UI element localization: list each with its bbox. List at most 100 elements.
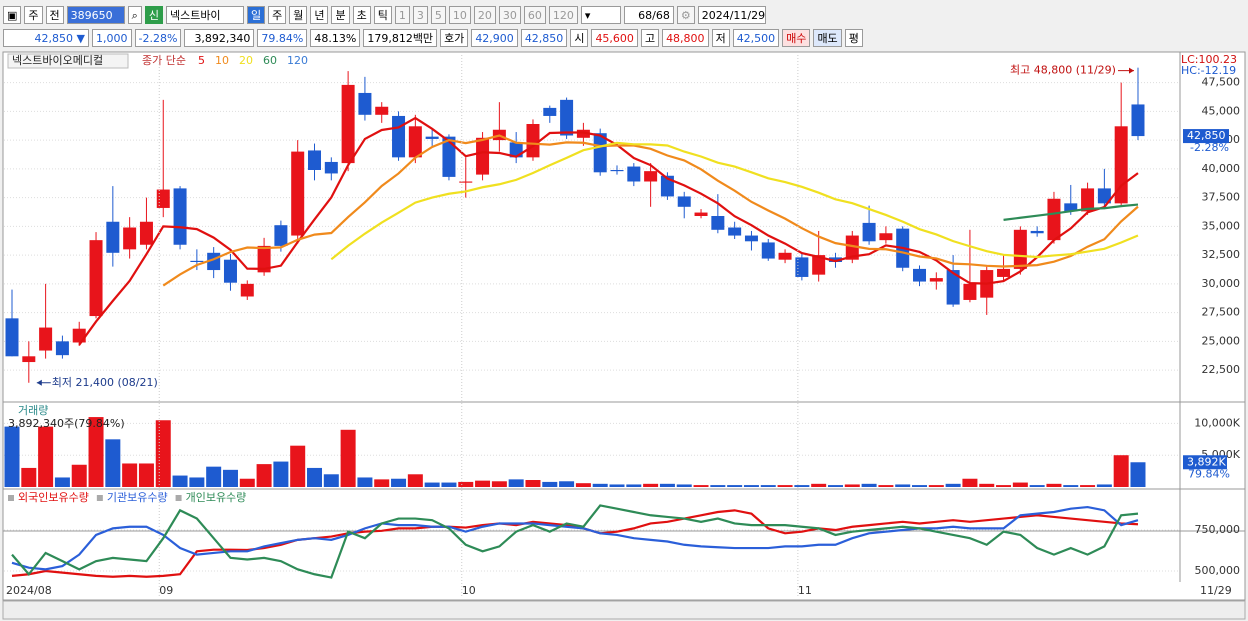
candle-body xyxy=(1097,188,1111,204)
volume-bar xyxy=(1096,484,1112,487)
prev-button[interactable]: 전 xyxy=(45,6,64,24)
tool-icon[interactable]: ⚙ xyxy=(676,6,695,24)
candle-body xyxy=(610,170,624,172)
volume-bar xyxy=(273,461,289,487)
search-icon[interactable]: ⌕ xyxy=(127,6,142,24)
period-button[interactable]: 주 xyxy=(268,6,287,24)
candle-body xyxy=(526,124,540,158)
volume-bar xyxy=(575,483,591,487)
y-tick-label: 750,000 xyxy=(1195,523,1241,536)
price: 42,850 ▼ xyxy=(3,29,89,47)
x-tick-label: 10 xyxy=(462,584,476,597)
legend-label: 기관보유수량 xyxy=(107,491,168,504)
volume-bar xyxy=(912,485,928,487)
moving-average xyxy=(162,134,1139,287)
volume-bar xyxy=(407,474,423,487)
interval-button[interactable]: 3 xyxy=(412,6,428,24)
menu-icon[interactable]: ▣ xyxy=(3,6,22,24)
volume-bar xyxy=(155,420,171,487)
interval-button[interactable]: 30 xyxy=(498,6,521,24)
high-arrowhead xyxy=(1128,67,1134,74)
volume-title: 거래량 xyxy=(18,404,48,417)
y-tick-label: 27,500 xyxy=(1202,306,1241,319)
volume-bar xyxy=(323,474,339,487)
period-button[interactable]: 초 xyxy=(352,6,371,24)
ma-period: 20 xyxy=(239,54,253,67)
volume-bar xyxy=(222,469,238,487)
y-tick-label: 47,500 xyxy=(1202,76,1241,89)
interval-button[interactable]: 60 xyxy=(523,6,546,24)
period-button[interactable]: 월 xyxy=(289,6,308,24)
interval-button[interactable]: 5 xyxy=(430,6,446,24)
eval-button[interactable]: 평 xyxy=(844,29,863,47)
volume-bar xyxy=(525,480,541,487)
candle-body xyxy=(123,227,137,250)
hc-label: HC:-12.19 xyxy=(1181,64,1236,77)
volume-bar xyxy=(861,483,877,487)
y-tick-label: 37,500 xyxy=(1202,191,1241,204)
candle-body xyxy=(560,99,574,136)
interval-button[interactable]: 120 xyxy=(548,6,578,24)
volume-bar xyxy=(340,429,356,487)
period-button[interactable]: 분 xyxy=(331,6,350,24)
volume-bar xyxy=(1063,485,1079,487)
volume-bar xyxy=(592,483,608,487)
scrollbar[interactable] xyxy=(2,600,1246,620)
volume-bar xyxy=(979,483,995,487)
toolbar: ▣ 주 전 389650 ⌕ 신 넥스트바이 일 주 월 년 분 초 틱 1 3… xyxy=(0,3,1248,27)
name-input[interactable]: 넥스트바이 xyxy=(165,6,244,24)
volume-bar xyxy=(138,463,154,487)
volume-bar xyxy=(441,482,457,487)
volume-bar xyxy=(542,481,558,487)
candle-body xyxy=(72,328,86,343)
candle-body xyxy=(476,137,490,175)
legend-marker xyxy=(96,495,103,501)
volume-bar xyxy=(878,485,894,487)
candle-body xyxy=(324,161,338,174)
candle-body xyxy=(1047,198,1061,241)
candle-body xyxy=(1064,203,1078,212)
volume-bar xyxy=(1113,455,1129,487)
code-input[interactable]: 389650 xyxy=(66,6,125,24)
ask: 42,900 xyxy=(471,29,518,47)
legend-label: 개인보유수량 xyxy=(186,491,247,504)
y-tick-label: 22,500 xyxy=(1202,363,1241,376)
volume-bar xyxy=(290,445,306,487)
volume-bar xyxy=(88,417,104,487)
volume-bar xyxy=(1029,485,1045,487)
candle-body xyxy=(677,196,691,207)
high-label: 고 xyxy=(640,29,660,47)
market-select[interactable]: 주 xyxy=(24,6,43,24)
period-button[interactable]: 년 xyxy=(310,6,329,24)
period-button[interactable]: 일 xyxy=(246,6,266,24)
candle-body xyxy=(744,235,758,242)
volume: 3,892,340 xyxy=(184,29,255,47)
candle-body xyxy=(1030,230,1044,234)
candle-body xyxy=(358,92,372,115)
candle-body xyxy=(274,225,288,246)
candle-body xyxy=(946,270,960,305)
count-input[interactable]: 68/68 xyxy=(623,6,674,24)
candle-body xyxy=(1131,104,1145,137)
new-badge: 신 xyxy=(144,6,163,24)
volume-bar xyxy=(21,467,37,487)
y-tick-label: 35,000 xyxy=(1202,219,1241,232)
interval-button[interactable]: 20 xyxy=(473,6,496,24)
period-button[interactable]: 틱 xyxy=(373,6,392,24)
buy-button[interactable]: 매수 xyxy=(782,29,811,47)
candle-body xyxy=(812,255,826,275)
interval-button[interactable]: 1 xyxy=(394,6,410,24)
empty-select[interactable]: ▾ xyxy=(580,6,621,24)
candle-body xyxy=(240,283,254,297)
candle-body xyxy=(442,136,456,177)
date-input[interactable]: 2024/11/29 xyxy=(697,6,766,24)
volume-bar xyxy=(38,426,54,487)
y-tick-label: 25,000 xyxy=(1202,334,1241,347)
volume-bar xyxy=(239,478,255,487)
candle-body xyxy=(778,252,792,260)
candle-body xyxy=(593,133,607,173)
volume-bar xyxy=(105,439,121,487)
interval-button[interactable]: 10 xyxy=(448,6,471,24)
volume-bar xyxy=(643,483,659,487)
sell-button[interactable]: 매도 xyxy=(813,29,842,47)
